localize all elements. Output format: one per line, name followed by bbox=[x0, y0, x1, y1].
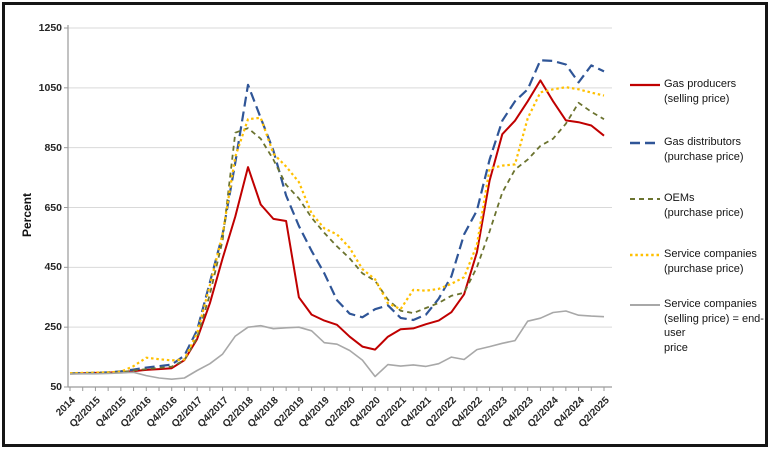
plot-area bbox=[64, 25, 612, 391]
legend-label-line: Service companies bbox=[664, 298, 757, 310]
y-tick-label: 1050 bbox=[38, 81, 62, 94]
legend-item: OEMs (purchase price) bbox=[630, 191, 743, 220]
legend-item: Gas producers (selling price) bbox=[630, 77, 736, 106]
y-tick-label: 50 bbox=[50, 381, 62, 393]
legend-swatch bbox=[630, 141, 660, 145]
legend-label-line: (selling price) bbox=[664, 92, 730, 105]
legend-swatch bbox=[630, 304, 660, 306]
y-tick-label: 850 bbox=[44, 141, 62, 154]
legend-label-line: (purchase price) bbox=[664, 150, 744, 163]
legend-label-line: Gas distributors bbox=[664, 136, 742, 148]
legend: Gas producers (selling price) Gas distribu… bbox=[630, 5, 770, 449]
y-tick-label: 250 bbox=[44, 321, 62, 334]
y-tick-label: 450 bbox=[44, 261, 62, 274]
series-line bbox=[69, 79, 605, 375]
legend-swatch bbox=[630, 83, 660, 87]
legend-label-line: (selling price) = end-user bbox=[664, 312, 764, 340]
series-line bbox=[70, 101, 605, 375]
legend-label-line: (purchase price) bbox=[664, 262, 744, 275]
legend-item: Gas distributors (purchase price) bbox=[630, 135, 743, 164]
y-axis-title: Percent bbox=[20, 192, 34, 238]
legend-label-line: price bbox=[664, 341, 688, 354]
series-line bbox=[69, 310, 605, 381]
legend-label-line: Gas producers bbox=[664, 78, 737, 90]
legend-label: Gas distributors (purchase price) bbox=[664, 135, 743, 164]
legend-label: OEMs (purchase price) bbox=[664, 191, 743, 220]
legend-label-line: (purchase price) bbox=[664, 206, 744, 219]
legend-label-line: Service companies bbox=[664, 248, 757, 260]
y-tick-label: 650 bbox=[44, 201, 62, 214]
series-line bbox=[69, 59, 605, 375]
series-line bbox=[69, 86, 605, 375]
y-tick-label: 1250 bbox=[38, 22, 62, 34]
legend-label: Service companies (selling price) = end-u… bbox=[664, 297, 770, 355]
legend-label-line: OEMs bbox=[664, 192, 695, 204]
legend-label: Service companies (purchase price) bbox=[664, 247, 757, 276]
legend-label: Gas producers (selling price) bbox=[664, 77, 736, 106]
legend-swatch bbox=[630, 197, 660, 201]
legend-swatch bbox=[630, 253, 660, 257]
legend-item: Service companies (selling price) = end-u… bbox=[630, 297, 770, 355]
legend-item: Service companies (purchase price) bbox=[630, 247, 757, 276]
